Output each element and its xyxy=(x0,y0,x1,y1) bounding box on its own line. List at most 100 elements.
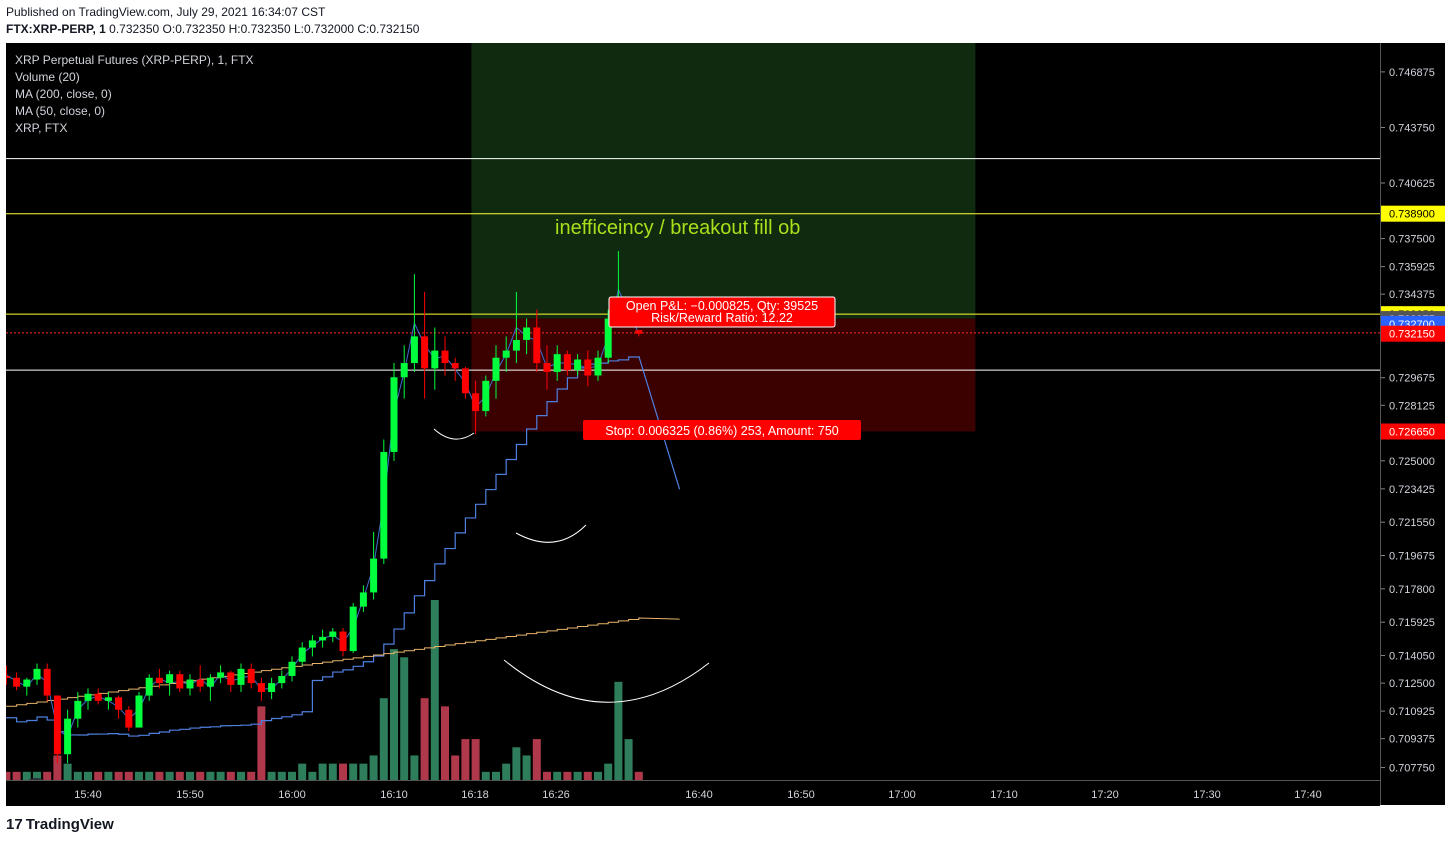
y-tick-label-2: 0.740625 xyxy=(1389,178,1435,190)
candle-body-9 xyxy=(94,693,102,701)
candle-body-32 xyxy=(329,631,337,637)
x-tick-label-11: 17:30 xyxy=(1193,789,1221,801)
volume-bar-49 xyxy=(502,763,511,780)
candle-body-52 xyxy=(533,327,541,364)
candle-body-11 xyxy=(115,697,123,710)
arc-drawing-1 xyxy=(433,428,475,440)
candle-body-37 xyxy=(380,451,388,559)
chart-plot-area[interactable]: inefficeincy / breakout fill ob Open P&L:… xyxy=(6,43,1380,805)
position-label-box xyxy=(608,296,836,328)
volume-bar-5 xyxy=(53,755,62,780)
volume-bar-61 xyxy=(624,739,633,780)
volume-bar-39 xyxy=(400,657,409,780)
volume-bar-4 xyxy=(43,771,52,780)
x-tick-label-10: 17:20 xyxy=(1091,789,1119,801)
y-tick-label-7: 0.728125 xyxy=(1389,400,1435,412)
volume-bar-15 xyxy=(155,771,164,780)
stop-label-box xyxy=(583,420,861,440)
candle-body-50 xyxy=(512,339,520,351)
arc-drawing-3 xyxy=(503,659,710,703)
volume-bar-10 xyxy=(104,771,113,780)
x-tick-label-1: 15:50 xyxy=(176,789,204,801)
volume-bar-19 xyxy=(196,771,205,780)
x-tick-label-9: 17:10 xyxy=(990,789,1018,801)
volume-bar-44 xyxy=(451,755,460,780)
candle-body-6 xyxy=(64,718,72,755)
volume-bar-60 xyxy=(614,681,623,780)
candle-body-40 xyxy=(410,336,418,364)
candle-body-20 xyxy=(206,677,214,687)
candle-body-38 xyxy=(390,377,398,452)
volume-bar-12 xyxy=(124,771,133,780)
volume-bar-6 xyxy=(63,763,72,780)
stop-label-text: Stop: 0.006325 (0.86%) 253, Amount: 750 xyxy=(605,424,839,438)
volume-bar-8 xyxy=(84,771,92,780)
y-tick-label-3: 0.737500 xyxy=(1389,234,1435,246)
candle-body-31 xyxy=(319,636,327,641)
volume-bar-16 xyxy=(165,771,174,780)
y-tick-label-12: 0.717800 xyxy=(1389,584,1435,596)
published-line: Published on TradingView.com, July 29, 2… xyxy=(6,5,326,19)
price-tag-0: 0.738900 xyxy=(1389,209,1435,221)
y-tick-label-8: 0.725000 xyxy=(1389,456,1435,468)
volume-bar-32 xyxy=(328,763,337,780)
candle-body-49 xyxy=(502,350,510,358)
candle-body-16 xyxy=(166,674,174,684)
volume-bar-14 xyxy=(145,771,154,780)
y-tick-label-15: 0.712500 xyxy=(1389,678,1435,690)
x-tick-label-6: 16:40 xyxy=(685,789,713,801)
volume-bar-2 xyxy=(22,771,31,780)
candle-body-26 xyxy=(268,683,276,692)
candle-body-47 xyxy=(482,380,490,412)
candle-body-62 xyxy=(635,330,643,334)
candle-body-35 xyxy=(359,592,367,607)
candle-body-4 xyxy=(43,668,51,696)
legend-ma50: MA (50, close, 0) xyxy=(15,104,106,118)
candle-body-33 xyxy=(339,631,347,652)
candle-body-27 xyxy=(278,675,286,684)
candle-body-1 xyxy=(13,677,21,687)
y-tick-label-10: 0.721550 xyxy=(1389,517,1435,529)
volume-bar-26 xyxy=(267,771,276,780)
volume-bar-45 xyxy=(461,739,470,780)
y-tick-label-5: 0.734375 xyxy=(1389,289,1435,301)
time-axis[interactable]: 15:40 15:50 16:00 16:10 16:18 16:26 16:40 16:50… xyxy=(6,780,1380,806)
candle-body-46 xyxy=(472,393,480,412)
stop-zone xyxy=(471,318,976,432)
volume-bar-46 xyxy=(471,739,480,780)
branding-text: TradingView xyxy=(25,816,114,833)
volume-bar-53 xyxy=(543,771,551,780)
candle-body-43 xyxy=(441,350,449,364)
tv-logo-icon: 17 xyxy=(6,816,23,833)
volume-bar-55 xyxy=(563,771,572,780)
volume-bar-59 xyxy=(604,763,613,780)
volume-bar-22 xyxy=(226,771,235,780)
legend-title: XRP Perpetual Futures (XRP-PERP), 1, FTX xyxy=(15,53,254,67)
volume-bar-13 xyxy=(135,771,143,780)
volume-bar-35 xyxy=(359,763,368,780)
volume-bar-23 xyxy=(237,771,245,780)
candle-body-15 xyxy=(155,677,163,684)
position-label-line2: Risk/Reward Ratio: 12.22 xyxy=(651,311,793,325)
candle-body-22 xyxy=(227,672,235,685)
volume-bar-29 xyxy=(298,763,307,780)
price-tag-bg-0 xyxy=(1381,205,1445,222)
candle-body-5 xyxy=(53,695,61,755)
volume-bar-25 xyxy=(257,706,266,780)
price-axis[interactable]: 0.746875 0.743750 0.740625 0.737500 0.735925… xyxy=(1380,43,1445,805)
volume-bar-9 xyxy=(94,771,103,780)
candle-body-24 xyxy=(247,668,255,684)
legend-ma200: MA (200, close, 0) xyxy=(15,87,112,101)
volume-bar-42 xyxy=(430,600,439,780)
y-tick-label-13: 0.715925 xyxy=(1389,617,1435,629)
candle-body-25 xyxy=(257,683,265,692)
x-tick-label-2: 16:00 xyxy=(278,789,306,801)
candle-body-36 xyxy=(370,558,378,593)
volume-bar-28 xyxy=(288,771,296,780)
candle-body-54 xyxy=(553,354,561,372)
y-tick-label-6: 0.729675 xyxy=(1389,373,1435,385)
volume-bar-20 xyxy=(206,771,215,780)
symbol-label: FTX:XRP-PERP, 1 xyxy=(6,22,106,36)
y-tick-label-16: 0.710925 xyxy=(1389,706,1435,718)
candle-body-42 xyxy=(431,350,439,369)
